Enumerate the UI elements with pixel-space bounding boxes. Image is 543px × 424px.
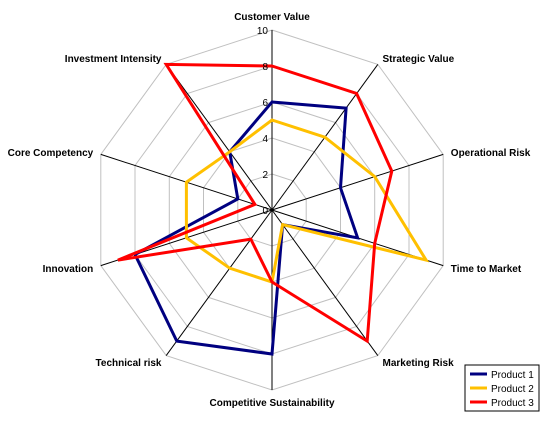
axis-spoke — [165, 209, 273, 356]
axis-label: Technical risk — [96, 358, 162, 369]
tick-label: 2 — [262, 170, 268, 181]
axis-label: Customer Value — [234, 12, 310, 23]
axis-label: Investment Intensity — [65, 54, 162, 65]
tick-label: 10 — [257, 26, 269, 37]
axis-label: Time to Market — [451, 264, 522, 275]
legend-entry: Product 3 — [491, 398, 534, 409]
axis-spoke — [165, 64, 273, 211]
axis-label: Competitive Sustainability — [209, 398, 334, 409]
tick-label: 8 — [262, 62, 268, 73]
axis-label: Strategic Value — [383, 54, 455, 65]
tick-labels: 0 2 4 6 8 10 — [257, 26, 269, 217]
series-lines — [117, 62, 430, 356]
axis-label: Marketing Risk — [383, 358, 455, 369]
tick-label: 6 — [262, 98, 268, 109]
tick-label: 0 — [262, 206, 268, 217]
legend-entry: Product 2 — [491, 384, 534, 395]
axis-label: Core Competency — [8, 148, 94, 159]
axis-spoke — [271, 153, 444, 211]
axis-labels: Customer Value Strategic Value Operational… — [8, 12, 531, 409]
axis-spoke — [271, 209, 379, 356]
series-line — [133, 100, 360, 356]
axis-label: Innovation — [43, 264, 94, 275]
legend: Product 1 Product 2 Product 3 — [464, 364, 540, 412]
legend-entry: Product 1 — [491, 370, 534, 381]
axis-label: Operational Risk — [451, 148, 531, 159]
series-line — [117, 62, 394, 344]
tick-label: 4 — [262, 134, 268, 145]
